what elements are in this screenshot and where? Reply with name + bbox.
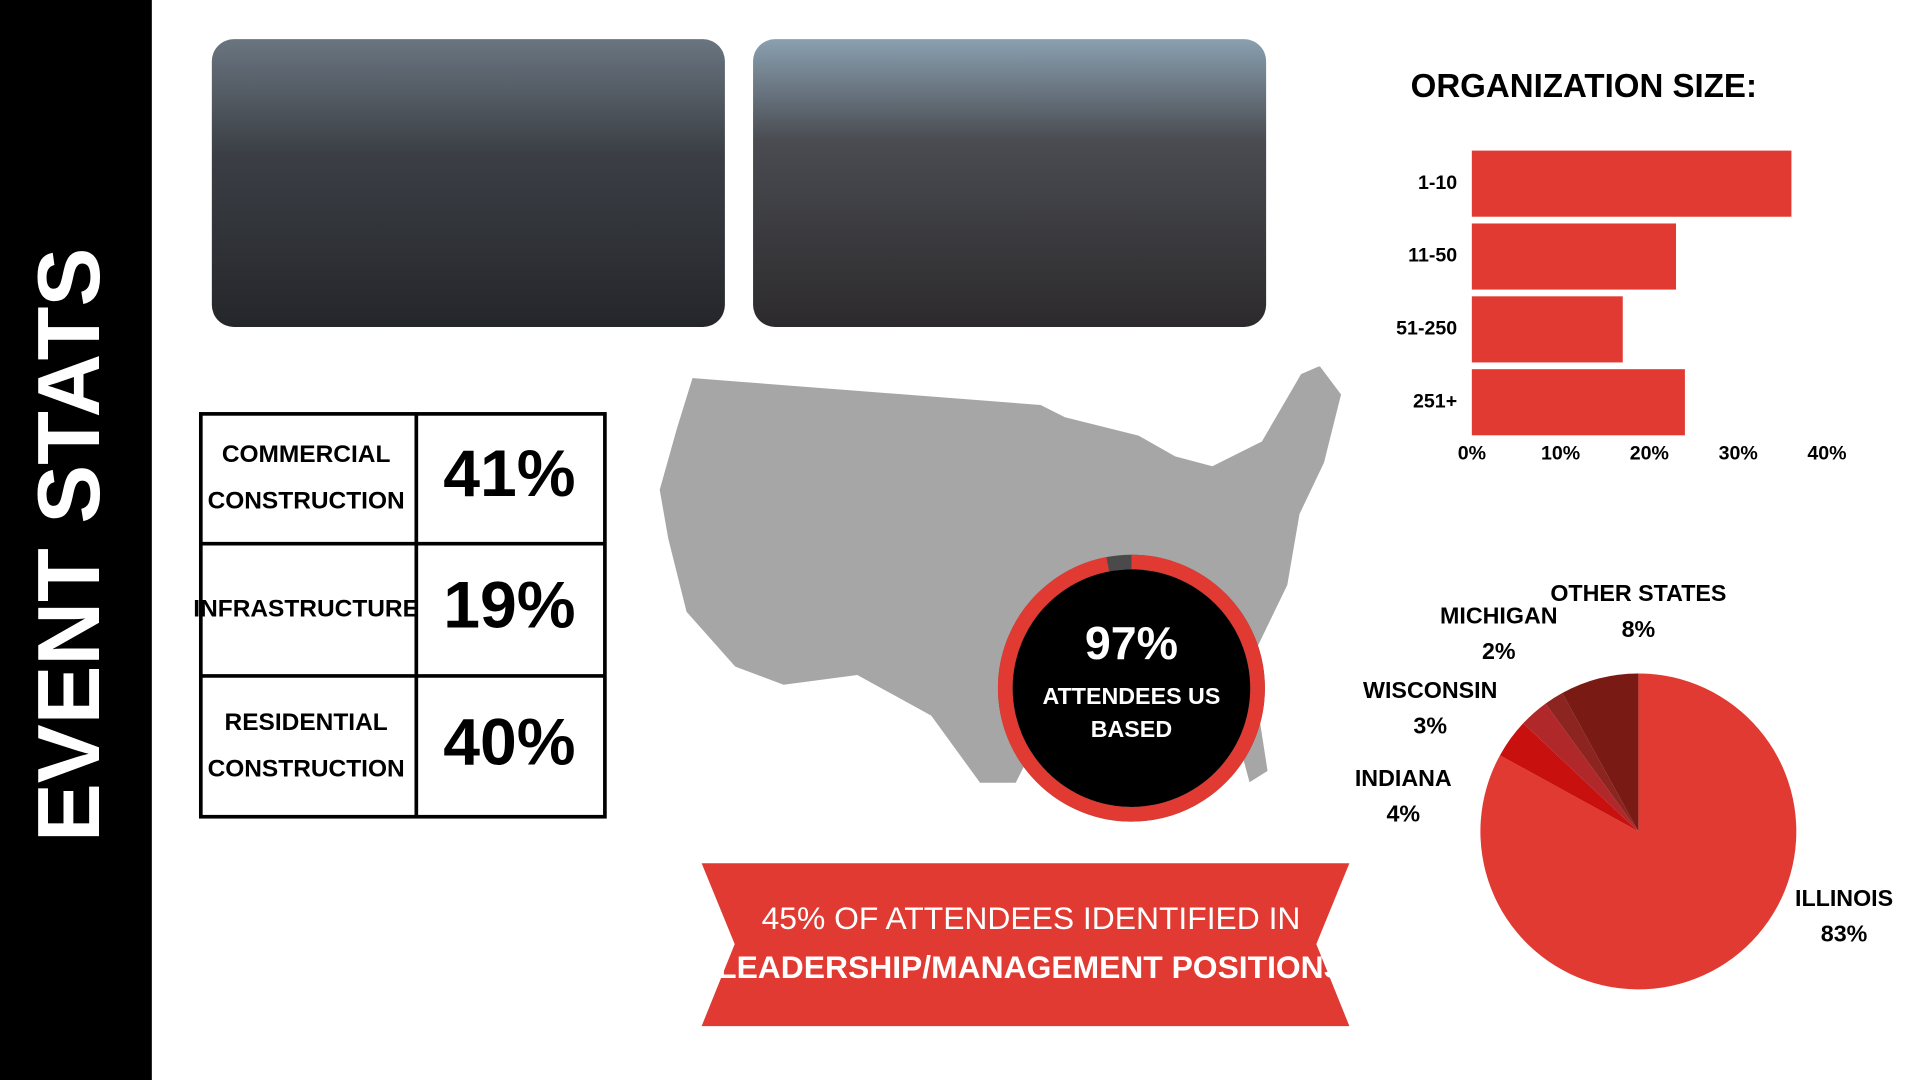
- photo: [211, 39, 725, 327]
- y-tick-label: 1-10: [1418, 172, 1457, 194]
- ring-value: [997, 554, 1265, 822]
- pie-value-label: 4%: [1386, 801, 1420, 827]
- x-tick-label: 20%: [1630, 442, 1669, 464]
- sector-label: CONSTRUCTION: [208, 756, 405, 783]
- bar: [1471, 223, 1677, 290]
- y-tick-label: 251+: [1413, 390, 1457, 412]
- bar: [1471, 296, 1623, 363]
- pie-value-label: 83%: [1821, 921, 1868, 947]
- pie-label: OTHER STATES: [1550, 580, 1726, 606]
- y-tick-label: 51-250: [1396, 318, 1457, 340]
- x-tick-label: 30%: [1719, 442, 1758, 464]
- stat-value: 97%: [1085, 617, 1178, 669]
- y-tick-label: 11-50: [1408, 245, 1457, 267]
- pie-slice: [1499, 723, 1639, 832]
- sector-table: [198, 412, 607, 819]
- pie-value-label: 2%: [1482, 638, 1516, 664]
- sector-value: 19%: [443, 568, 575, 642]
- sector-label: INFRASTRUCTURE: [193, 595, 419, 622]
- pie-slice: [1562, 673, 1639, 832]
- sector-label: RESIDENTIAL: [225, 709, 388, 736]
- banner-text: LEADERSHIP/MANAGEMENT POSITIONS: [717, 949, 1345, 985]
- page-title: EVENT STATS: [19, 248, 118, 842]
- photo: [753, 39, 1267, 327]
- x-tick-label: 40%: [1807, 442, 1846, 464]
- x-tick-label: 10%: [1541, 442, 1580, 464]
- banner-text: 45% OF ATTENDEES IDENTIFIED IN: [762, 900, 1301, 936]
- pie-label: ILLINOIS: [1795, 885, 1893, 911]
- banner: [701, 863, 1350, 1027]
- chart-title: ORGANIZATION SIZE:: [1411, 68, 1757, 105]
- pie-value-label: 8%: [1622, 616, 1656, 642]
- pie-slice: [1545, 693, 1639, 832]
- stat-label: BASED: [1091, 716, 1172, 742]
- sector-value: 41%: [443, 437, 575, 511]
- bar: [1471, 369, 1685, 436]
- bar: [1471, 150, 1792, 217]
- sector-label: COMMERCIAL: [222, 441, 391, 468]
- pie-label: MICHIGAN: [1440, 602, 1558, 628]
- sector-value: 40%: [443, 705, 575, 779]
- pie-slice: [1523, 703, 1639, 832]
- sector-label: CONSTRUCTION: [208, 488, 405, 515]
- stat-label: ATTENDEES US: [1043, 683, 1221, 709]
- ring-center: [1012, 569, 1251, 807]
- side-bar: [0, 0, 152, 1080]
- pie-label: WISCONSIN: [1363, 677, 1497, 703]
- us-stat: 97% ATTENDEES US BASED: [997, 554, 1265, 822]
- pie-label: INDIANA: [1355, 765, 1452, 791]
- x-tick-label: 0%: [1458, 442, 1486, 464]
- pie-value-label: 3%: [1413, 712, 1447, 738]
